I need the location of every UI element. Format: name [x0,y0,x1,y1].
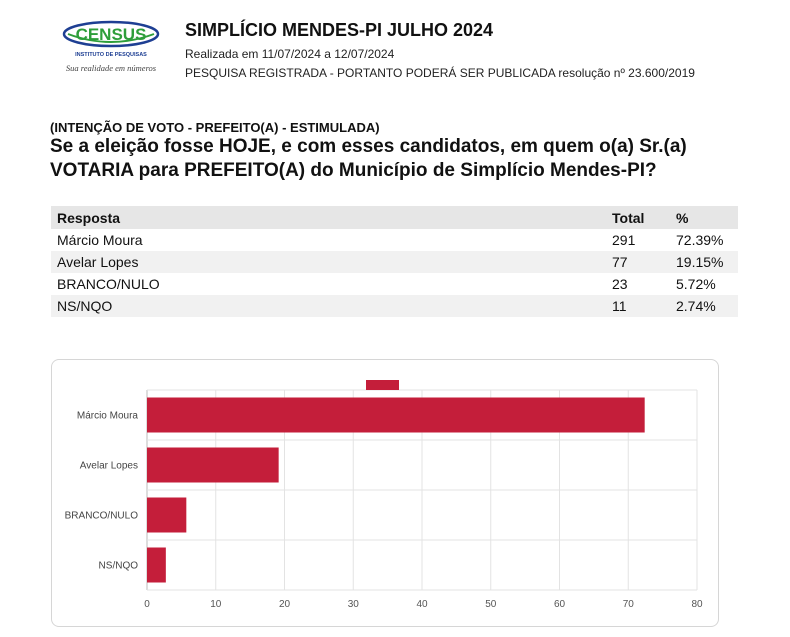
header-total: Total [606,206,670,229]
cell-percent: 5.72% [676,276,716,292]
logo-subtitle: INSTITUTO DE PESQUISAS [75,52,147,58]
cell-answer: BRANCO/NULO [57,276,160,292]
bar-chart: 0 10 20 30 40 50 60 70 80 Márcio Moura Avelar Lope… [65,380,703,610]
bar [147,547,166,583]
x-tick-label: 0 [144,599,150,610]
logo-swoosh [67,33,155,43]
x-tick-label: 80 [691,599,703,610]
category-label: BRANCO/NULO [65,511,139,522]
cell-total: 291 [612,232,636,248]
x-tick-label: 40 [416,599,428,610]
header-answer: Resposta [51,206,606,229]
cell-total: 23 [612,276,628,292]
cell-total: 77 [606,251,670,273]
header-percent: % [670,206,738,229]
legend-swatch [366,380,399,390]
x-tick-label: 30 [348,599,360,610]
category-label: Avelar Lopes [80,461,138,472]
survey-period: Realizada em 11/07/2024 a 12/07/2024 [185,47,395,61]
report-title: SIMPLÍCIO MENDES-PI JULHO 2024 [185,20,494,40]
results-table: Resposta Total % Márcio Moura 291 72.39%… [51,206,738,317]
table-row: NS/NQO 11 2.74% [51,295,738,317]
bar [147,447,279,483]
category-label: NS/NQO [99,561,139,572]
cell-percent: 19.15% [670,251,738,273]
question-text: Se a eleição fosse HOJE, e com esses can… [50,136,687,181]
cell-percent: 72.39% [676,232,724,248]
chart-container: 0 10 20 30 40 50 60 70 80 Márcio Moura Avelar Lope… [51,359,719,627]
logo-word: CENSUS [76,25,147,44]
logo-tagline: Sua realidade em números [66,63,157,73]
bar [147,397,645,433]
cell-answer: Avelar Lopes [51,251,606,273]
x-tick-label: 70 [623,599,635,610]
x-tick-label: 20 [279,599,291,610]
cell-total: 11 [606,295,670,317]
cell-answer: Márcio Moura [57,232,143,248]
table-header-row: Resposta Total % [51,206,738,229]
x-tick-label: 10 [210,599,222,610]
table-row: BRANCO/NULO 23 5.72% [51,273,738,295]
census-logo: CENSUS INSTITUTO DE PESQUISAS Sua realid… [62,20,160,73]
table-row: Márcio Moura 291 72.39% [51,229,738,251]
question-category: (INTENÇÃO DE VOTO - PREFEITO(A) - ESTIMU… [50,120,380,135]
x-tick-label: 50 [485,599,497,610]
cell-answer: NS/NQO [51,295,606,317]
category-label: Márcio Moura [77,411,139,422]
table-row: Avelar Lopes 77 19.15% [51,251,738,273]
registration-note: PESQUISA REGISTRADA - PORTANTO PODERÁ SE… [185,66,695,80]
bar [147,497,187,533]
x-tick-label: 60 [554,599,566,610]
cell-percent: 2.74% [670,295,738,317]
